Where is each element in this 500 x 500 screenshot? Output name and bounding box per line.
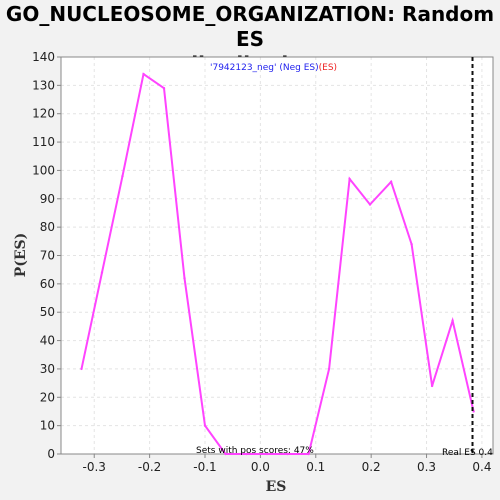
data-point — [451, 319, 454, 322]
y-tick-label: 40 — [40, 334, 55, 348]
data-point — [348, 177, 351, 181]
data-point — [410, 242, 413, 246]
x-tick-label: 0.1 — [306, 460, 325, 474]
data-point — [162, 86, 166, 90]
y-tick-label: 0 — [47, 447, 55, 461]
y-tick-label: 130 — [32, 78, 55, 92]
pos-scores-note: Sets with pos scores: 47% — [196, 446, 314, 456]
x-tick-label: 0.0 — [251, 460, 270, 474]
data-point — [100, 271, 104, 274]
series-layer — [80, 72, 475, 456]
y-axis-title: P(ES) — [13, 233, 29, 278]
x-tick-label: -0.2 — [138, 460, 161, 474]
data-point — [368, 203, 372, 206]
y-tick-label: 70 — [40, 249, 55, 263]
data-point — [224, 452, 227, 456]
data-point — [327, 367, 331, 371]
data-point — [80, 367, 83, 371]
y-tick-label: 80 — [40, 220, 55, 234]
data-point — [430, 384, 434, 388]
real-es-label: Real ES 0.4 — [442, 448, 493, 458]
x-tick-label: -0.3 — [83, 460, 106, 474]
legend: '7942123_neg' (Neg ES)(ES) — [210, 63, 337, 73]
data-point — [121, 174, 124, 178]
y-tick-label: 110 — [32, 135, 55, 149]
x-tick-label: 0.2 — [362, 460, 381, 474]
y-tick-label: 140 — [32, 50, 55, 64]
chart-title-line1: GO_NUCLEOSOME_ORGANIZATION: Random ES — [5, 2, 495, 51]
data-point — [265, 452, 269, 456]
y-tick-label: 30 — [40, 362, 55, 376]
x-tick-label: -0.1 — [193, 460, 216, 474]
x-tick-label: 0.4 — [472, 460, 491, 474]
x-tick-label: 0.3 — [417, 460, 436, 474]
data-point — [307, 452, 310, 456]
x-axis-title: ES — [266, 479, 287, 495]
data-point — [203, 424, 207, 427]
y-tick-label: 100 — [32, 163, 55, 177]
y-tick-label: 60 — [40, 277, 55, 291]
y-tick-label: 10 — [40, 419, 55, 433]
y-tick-label: 90 — [40, 192, 55, 206]
data-point — [286, 452, 289, 456]
data-point — [183, 276, 186, 280]
data-point — [389, 180, 393, 183]
legend-label-es: (ES) — [319, 63, 337, 73]
y-tick-label: 20 — [40, 390, 55, 404]
legend-label-neg: '7942123_neg' (Neg ES) — [210, 63, 319, 73]
series-line — [80, 72, 475, 455]
data-point — [142, 72, 145, 76]
y-tick-label: 120 — [32, 107, 55, 121]
y-tick-label: 50 — [40, 305, 55, 319]
data-point — [245, 452, 248, 456]
